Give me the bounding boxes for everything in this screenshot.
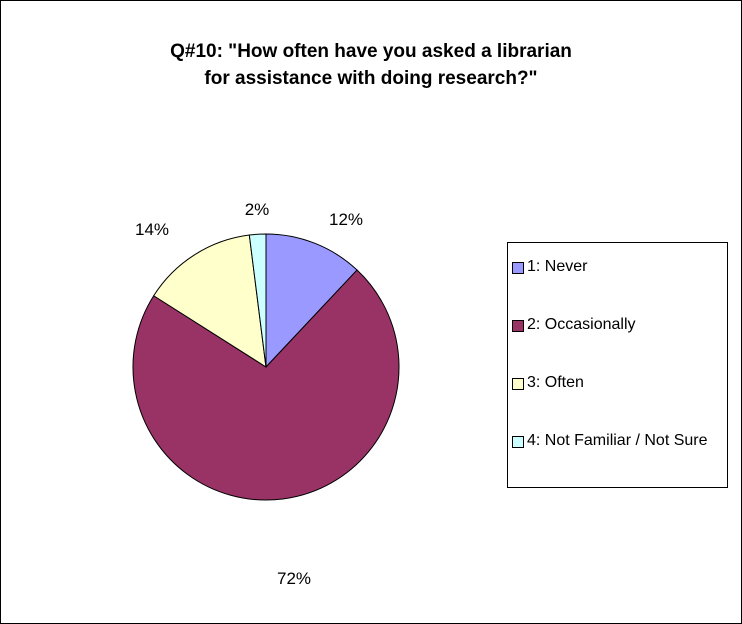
legend-swatch-never bbox=[512, 262, 524, 274]
legend-label-often: 3: Often bbox=[527, 374, 584, 391]
pie-slice-not-familiar-not-sure bbox=[248, 233, 267, 368]
data-label-not-familiar-not-sure: 2% bbox=[245, 200, 270, 219]
legend-item-often: 3: Often bbox=[512, 373, 723, 393]
legend-swatch-occasionally bbox=[512, 320, 524, 332]
pie-slice-occasionally bbox=[132, 269, 400, 501]
legend-label-never: 1: Never bbox=[527, 258, 588, 275]
chart-title-line-2: for assistance with doing research?" bbox=[204, 68, 538, 89]
legend-swatch-often bbox=[512, 378, 524, 390]
legend-item-occasionally: 2: Occasionally bbox=[512, 315, 723, 335]
data-label-never: 12% bbox=[329, 210, 363, 229]
legend-swatch-not-sure bbox=[512, 436, 524, 448]
chart-title: Q#10: "How often have you asked a librar… bbox=[0, 38, 742, 92]
legend-item-never: 1: Never bbox=[512, 257, 723, 277]
chart-legend: 1: Never 2: Occasionally 3: Often 4: Not… bbox=[507, 242, 728, 488]
data-label-occasionally: 72% bbox=[277, 569, 311, 588]
legend-label-occasionally: 2: Occasionally bbox=[527, 316, 636, 333]
legend-label-not-sure: 4: Not Familiar / Not Sure bbox=[527, 432, 708, 449]
chart-title-line-1: Q#10: "How often have you asked a librar… bbox=[170, 41, 572, 62]
pie-slice-often bbox=[153, 234, 267, 368]
pie-slice-never bbox=[265, 233, 358, 369]
data-label-often: 14% bbox=[135, 220, 169, 239]
legend-item-not-sure: 4: Not Familiar / Not Sure bbox=[512, 431, 723, 451]
